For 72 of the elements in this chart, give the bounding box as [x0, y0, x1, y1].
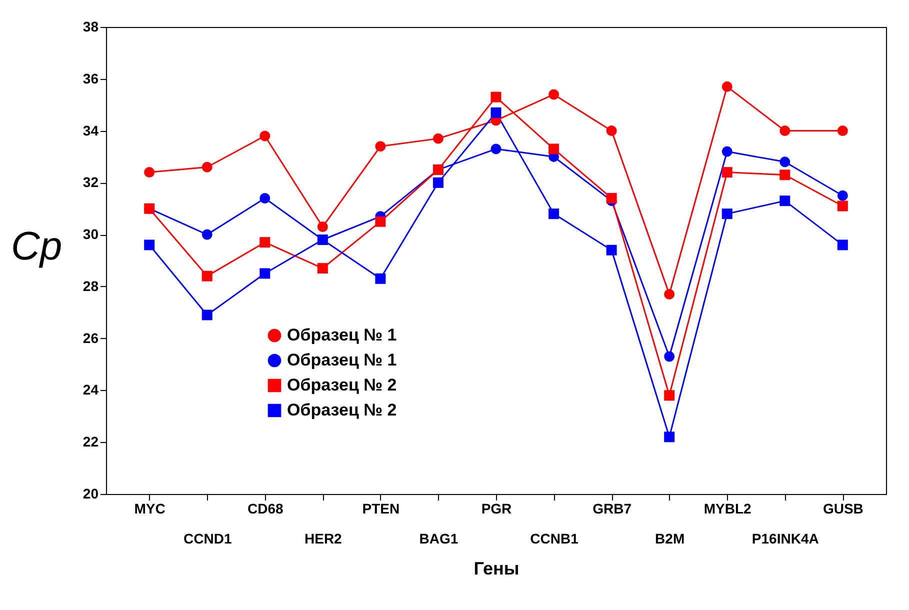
point — [202, 162, 212, 172]
x-tick-label: PGR — [481, 500, 512, 516]
point — [664, 288, 675, 300]
point — [317, 234, 328, 245]
point — [606, 192, 617, 204]
y-tick-label: 32 — [82, 174, 99, 190]
y-tick-label: 36 — [82, 70, 99, 86]
point — [780, 126, 790, 136]
point — [432, 133, 444, 144]
point — [780, 196, 790, 206]
point — [606, 126, 617, 136]
point — [260, 130, 270, 142]
x-axis-title: Гены — [474, 558, 520, 578]
point — [837, 200, 848, 212]
x-tick-label: MYBL2 — [704, 500, 752, 516]
point — [490, 144, 502, 154]
point — [780, 170, 790, 180]
point — [260, 237, 270, 248]
x-tick-label: B2M — [655, 530, 685, 546]
point — [722, 208, 732, 220]
x-tick-label: CD68 — [247, 500, 284, 516]
y-tick-label: 30 — [82, 226, 99, 242]
y-tick-label: 20 — [82, 486, 99, 502]
y-tick-label: 22 — [82, 434, 99, 450]
legend-label: Образец № 1 — [287, 326, 397, 344]
point — [202, 229, 212, 240]
y-tick-label: 28 — [82, 278, 99, 294]
point — [664, 432, 675, 442]
point — [260, 193, 270, 204]
x-tick-label: MYC — [134, 500, 166, 516]
x-tick-label: HER2 — [304, 530, 342, 546]
point — [144, 167, 155, 178]
point — [317, 222, 328, 232]
x-tick-label: CCND1 — [183, 530, 232, 546]
x-tick-label: GRB7 — [592, 500, 632, 516]
y-tick-label: 26 — [82, 330, 99, 346]
y-axis-title: Cp — [10, 224, 62, 268]
x-tick-label: CCNB1 — [530, 530, 579, 546]
x-tick-label: P16INK4A — [752, 530, 819, 546]
x-tick-label: GUSB — [822, 500, 864, 516]
x-tick-label: BAG1 — [419, 530, 458, 546]
point — [837, 126, 848, 136]
point — [548, 144, 560, 154]
point — [722, 146, 732, 157]
point — [664, 351, 675, 362]
point — [490, 107, 502, 118]
legend-label: Образец № 1 — [287, 350, 397, 370]
point — [375, 273, 386, 284]
y-tick-label: 38 — [82, 18, 99, 34]
point — [548, 208, 560, 220]
point — [664, 390, 675, 401]
y-tick-label: 24 — [82, 382, 99, 398]
x-tick-label: PTEN — [362, 500, 400, 516]
point — [260, 268, 270, 279]
point — [722, 167, 732, 178]
point — [432, 177, 444, 188]
point — [375, 141, 386, 152]
point — [144, 240, 155, 250]
y-tick-label: 34 — [82, 122, 99, 138]
legend-label: Образец № 2 — [287, 400, 397, 420]
point — [837, 190, 848, 201]
point — [837, 240, 848, 250]
point — [606, 244, 617, 256]
point — [780, 156, 790, 168]
point — [317, 263, 328, 274]
point — [548, 89, 560, 100]
point — [202, 270, 212, 282]
point — [202, 310, 212, 320]
legend-label: Образец № 2 — [287, 376, 397, 394]
point — [375, 216, 386, 227]
point — [722, 81, 732, 92]
point — [490, 92, 502, 102]
